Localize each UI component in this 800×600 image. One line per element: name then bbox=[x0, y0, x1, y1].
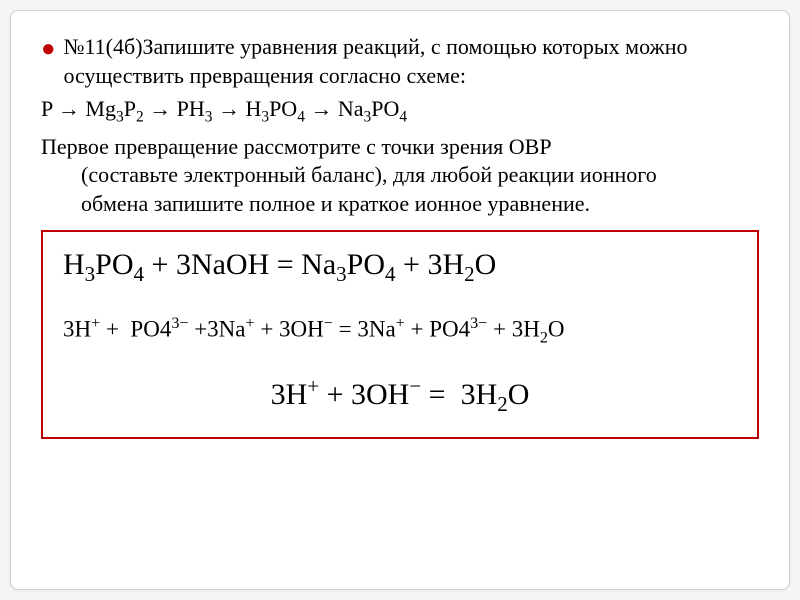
slide-container: ● №11(4б)Запишите уравнения реакций, с п… bbox=[10, 10, 790, 590]
molecular-equation: H3PO4 + 3NaOH = Na3PO4 + 3H2O bbox=[63, 248, 737, 287]
task-number: №11(4б) bbox=[64, 34, 143, 59]
reaction-chain: P → Mg3P2 → PH3 → H3PO4 → Na3PO4 bbox=[41, 96, 759, 126]
equation-box: H3PO4 + 3NaOH = Na3PO4 + 3H2O 3H+ + PO43… bbox=[41, 230, 759, 438]
net-ionic-equation: 3H+ + 3OH− = 3H2O bbox=[63, 374, 737, 417]
task-text: №11(4б)Запишите уравнения реакций, с пом… bbox=[64, 33, 760, 90]
explanation-text: Первое превращение рассмотрите с точки з… bbox=[41, 133, 759, 219]
task-row: ● №11(4б)Запишите уравнения реакций, с п… bbox=[41, 33, 759, 90]
task-prompt: Запишите уравнения реакций, с помощью ко… bbox=[64, 34, 688, 88]
full-ionic-equation: 3H+ + PO43− +3Na+ + 3OH− = 3Na+ + PO43− … bbox=[63, 315, 737, 347]
bullet-icon: ● bbox=[41, 35, 56, 64]
